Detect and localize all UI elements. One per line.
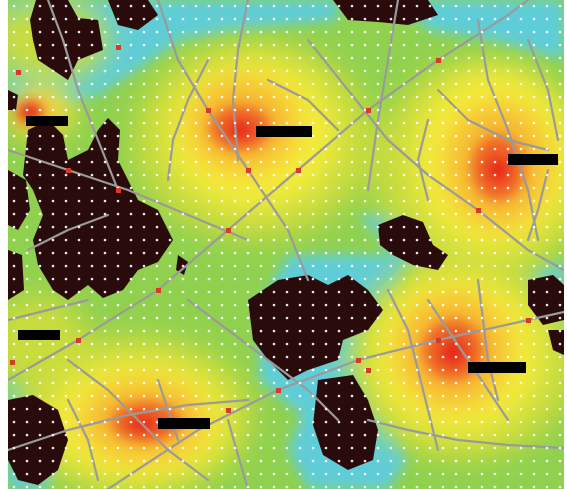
label-southeast xyxy=(468,362,526,373)
label-east xyxy=(508,154,558,165)
sample-point-grid xyxy=(8,0,564,489)
label-north xyxy=(256,126,312,137)
label-west xyxy=(18,330,60,340)
label-southwest xyxy=(158,418,210,429)
network-nodes xyxy=(10,45,531,413)
map-labels xyxy=(18,116,558,429)
label-northwest xyxy=(26,116,68,126)
heatmap-map xyxy=(8,0,564,489)
